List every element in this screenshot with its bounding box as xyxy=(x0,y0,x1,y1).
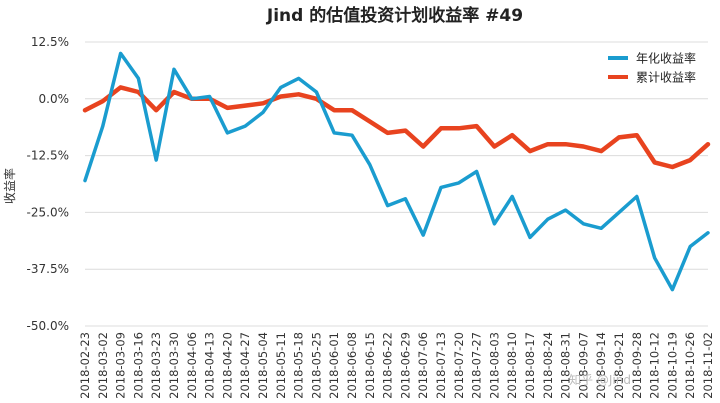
x-axis: 2018-02-23 2018-03-02 2018-03-09 2018-03-16… xyxy=(78,332,715,399)
x-tick-label: 2018-03-23 xyxy=(149,332,163,399)
x-tick-label: 2018-09-21 xyxy=(612,332,626,399)
x-tick-label: 2018-08-17 xyxy=(523,332,537,399)
x-tick-label: 2018-10-12 xyxy=(648,332,662,399)
x-tick-label: 2018-10-19 xyxy=(665,332,679,399)
legend-label: 年化收益率 xyxy=(636,51,696,66)
y-tick-label: -25.0% xyxy=(27,205,69,219)
x-tick-label: 2018-05-04 xyxy=(256,332,270,399)
series-line-annualized xyxy=(83,51,710,292)
chart-title: Jind 的估值投资计划收益率 #49 xyxy=(266,5,523,26)
y-axis-label: 收益率 xyxy=(2,168,17,204)
x-tick-label: 2018-06-15 xyxy=(363,332,377,399)
plot-area xyxy=(82,51,711,292)
x-tick-label: 2018-09-28 xyxy=(630,332,644,399)
x-tick-label: 2018-08-24 xyxy=(541,332,555,399)
x-tick-label: 2018-03-09 xyxy=(114,332,128,399)
x-tick-label: 2018-04-27 xyxy=(238,332,252,399)
x-tick-label: 2018-03-16 xyxy=(131,332,145,399)
x-tick-label: 2018-11-02 xyxy=(701,332,715,399)
gridlines xyxy=(85,41,708,327)
watermark: 知乎 @Jind xyxy=(569,373,631,387)
y-tick-label: -50.0% xyxy=(27,319,69,333)
x-tick-label: 2018-06-08 xyxy=(345,332,359,399)
x-tick-label: 2018-07-20 xyxy=(452,332,466,399)
y-axis: 12.5% 0.0% -12.5% -25.0% -37.5% -50.0% xyxy=(27,35,69,333)
x-tick-label: 2018-05-25 xyxy=(309,332,323,399)
x-tick-label: 2018-05-11 xyxy=(274,332,288,399)
x-tick-label: 2018-08-03 xyxy=(487,332,501,399)
x-tick-label: 2018-05-18 xyxy=(292,332,306,399)
x-tick-label: 2018-07-06 xyxy=(416,332,430,399)
x-tick-label: 2018-06-01 xyxy=(327,332,341,399)
x-tick-label: 2018-02-23 xyxy=(78,332,92,399)
y-tick-label: 12.5% xyxy=(31,35,69,49)
x-tick-label: 2018-03-02 xyxy=(96,332,110,399)
x-tick-label: 2018-04-06 xyxy=(185,332,199,399)
legend-label: 累计收益率 xyxy=(636,70,696,85)
x-tick-label: 2018-07-13 xyxy=(434,332,448,399)
x-tick-label: 2018-06-22 xyxy=(381,332,395,399)
y-tick-label: 0.0% xyxy=(39,92,70,106)
x-tick-label: 2018-09-07 xyxy=(576,332,590,399)
x-tick-label: 2018-08-31 xyxy=(559,332,573,399)
x-tick-label: 2018-03-30 xyxy=(167,332,181,399)
x-tick-label: 2018-08-10 xyxy=(505,332,519,399)
x-tick-label: 2018-10-26 xyxy=(683,332,697,399)
series-line-cumulative xyxy=(82,85,711,170)
x-tick-label: 2018-07-27 xyxy=(470,332,484,399)
x-tick-label: 2018-06-29 xyxy=(398,332,412,399)
y-tick-label: -37.5% xyxy=(27,262,69,276)
x-tick-label: 2018-04-20 xyxy=(220,332,234,399)
y-tick-label: -12.5% xyxy=(27,149,69,163)
x-tick-label: 2018-09-14 xyxy=(594,332,608,399)
x-tick-label: 2018-04-13 xyxy=(203,332,217,399)
